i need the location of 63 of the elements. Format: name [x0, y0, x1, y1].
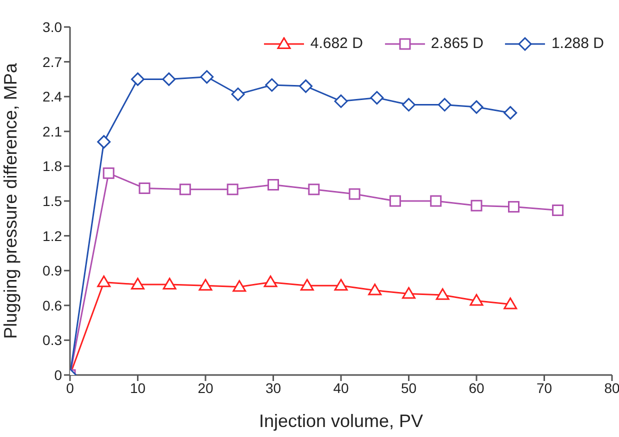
y-tick-label: 3.0 — [42, 18, 62, 35]
x-tick-label: 30 — [265, 380, 282, 396]
point — [300, 278, 314, 291]
point — [308, 184, 320, 196]
point — [102, 167, 114, 179]
x-tick-label: 0 — [66, 380, 74, 396]
point — [470, 294, 484, 306]
point — [470, 100, 484, 114]
y-tick-label: 2.1 — [42, 123, 62, 140]
y-axis-title: Plugging pressure difference, MPa — [0, 62, 20, 339]
point — [200, 70, 214, 84]
y-tick-label: 0.3 — [42, 332, 62, 348]
y-tick-label: 0.9 — [42, 262, 62, 279]
point — [138, 182, 150, 194]
x-tick-label: 50 — [400, 380, 417, 396]
point — [430, 195, 442, 207]
point — [552, 204, 564, 216]
point — [97, 275, 111, 288]
y-tick-label: 1.5 — [42, 192, 62, 209]
x-axis-title: Injection volume, PV — [258, 411, 424, 431]
y-tick-label: 2.4 — [42, 88, 62, 105]
point — [264, 275, 278, 288]
point — [370, 91, 384, 105]
point — [162, 278, 176, 290]
x-tick-label: 70 — [536, 380, 552, 396]
point — [131, 278, 144, 290]
point — [389, 195, 401, 207]
point — [265, 78, 279, 92]
point — [504, 297, 518, 310]
point — [179, 184, 191, 196]
point — [232, 280, 246, 292]
point — [162, 72, 176, 86]
point — [131, 72, 144, 86]
point — [334, 94, 348, 108]
legend-label: 4.682 D — [310, 35, 363, 52]
point — [334, 278, 348, 291]
point — [402, 287, 416, 299]
y-tick-label: 2.7 — [42, 54, 62, 70]
point — [299, 79, 313, 93]
legend-label: 1.288 D — [551, 35, 604, 52]
point — [508, 201, 520, 213]
point — [402, 98, 416, 112]
y-tick-label: 0.6 — [42, 297, 62, 314]
point — [97, 135, 111, 149]
point — [268, 179, 279, 191]
x-tick-label: 40 — [333, 380, 349, 396]
x-tick-label: 20 — [198, 380, 214, 396]
point — [198, 278, 212, 291]
y-tick-label: 1.2 — [42, 228, 62, 244]
point — [368, 284, 382, 296]
point — [438, 98, 452, 112]
point — [348, 188, 360, 200]
y-tick-label: 0 — [54, 366, 62, 383]
point — [504, 106, 518, 120]
point — [226, 184, 238, 196]
y-tick-label: 1.8 — [42, 158, 62, 174]
legend-label: 2.865 D — [430, 35, 484, 52]
x-tick-label: 80 — [604, 380, 619, 396]
point — [436, 288, 450, 300]
point — [231, 88, 245, 102]
point — [470, 200, 482, 212]
x-tick-label: 60 — [468, 380, 484, 396]
x-tick-label: 10 — [130, 380, 146, 396]
